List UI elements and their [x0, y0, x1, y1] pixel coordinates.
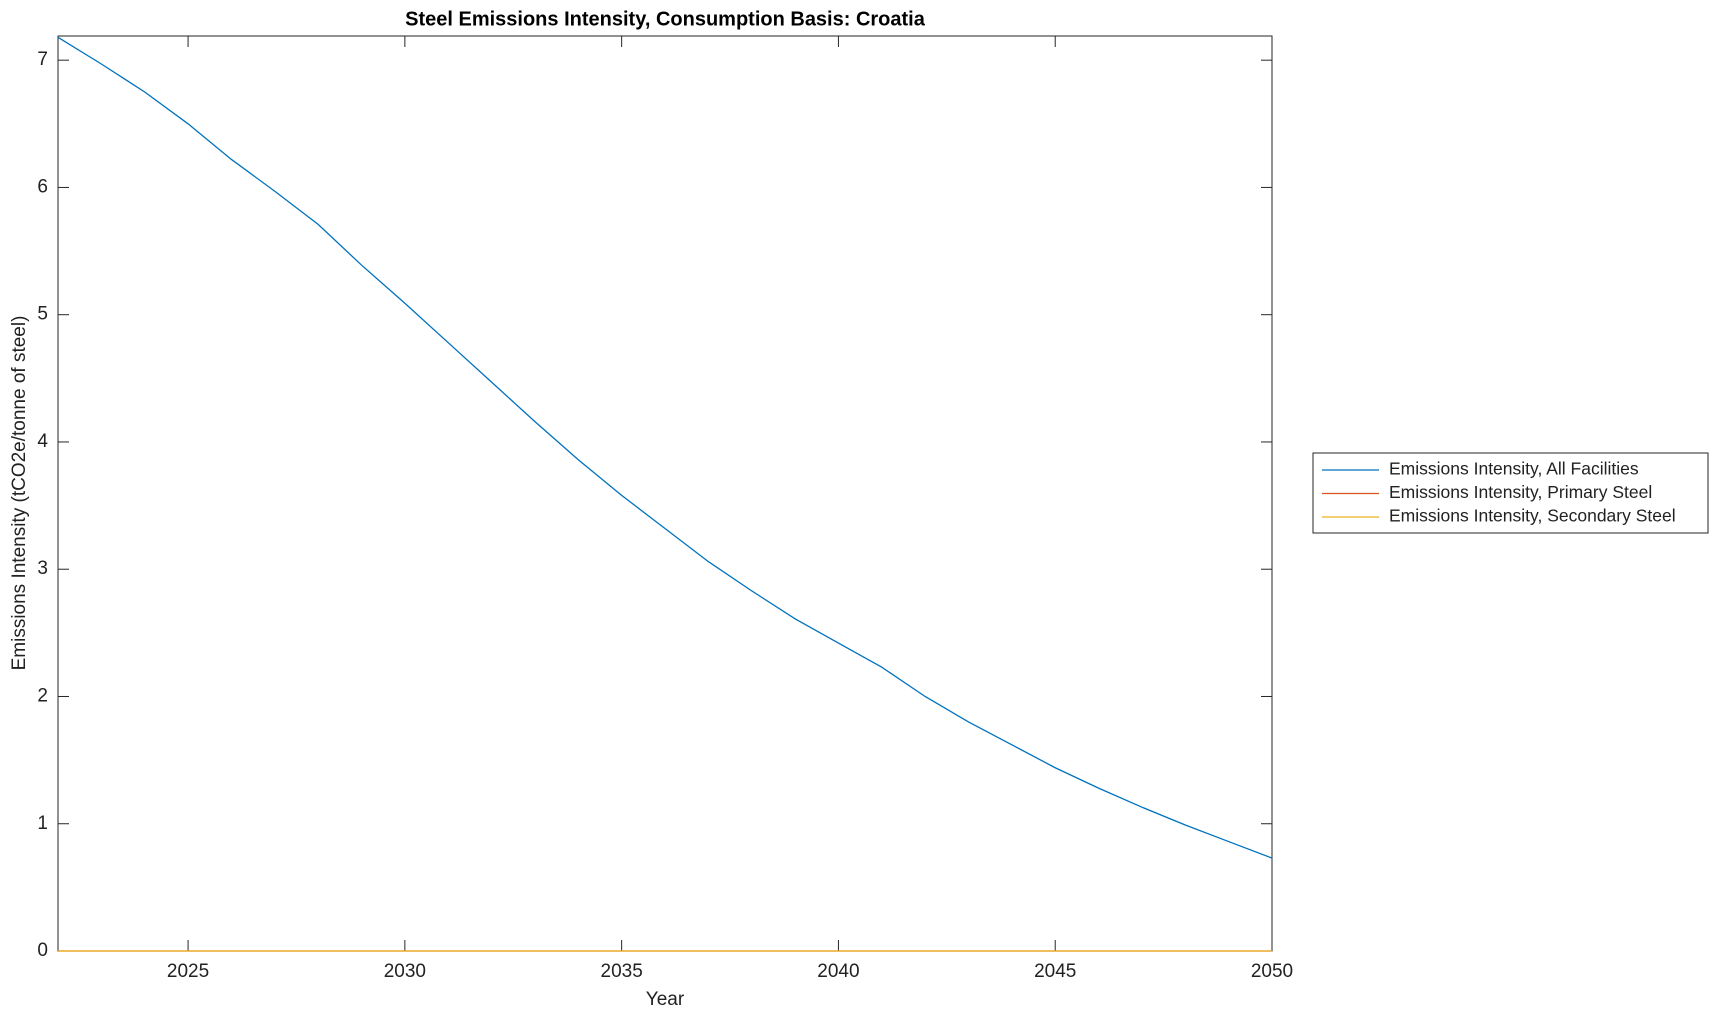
y-tick-label: 1: [37, 813, 48, 834]
x-tick-label: 2045: [1034, 961, 1076, 982]
x-tick-label: 2050: [1251, 961, 1293, 982]
y-tick-label: 6: [37, 176, 48, 197]
y-axis-label: Emissions Intensity (tCO2e/tonne of stee…: [9, 316, 30, 671]
y-tick-label: 3: [37, 558, 48, 579]
y-tick-label: 2: [37, 685, 48, 706]
series-line: [57, 36, 1273, 859]
legend-label: Emissions Intensity, Primary Steel: [1389, 482, 1652, 502]
x-tick-label: 2035: [601, 961, 643, 982]
y-tick-label: 5: [37, 304, 48, 325]
y-tick-label: 7: [37, 49, 48, 70]
y-tick-label: 0: [37, 940, 48, 961]
x-tick-label: 2040: [817, 961, 859, 982]
x-tick-label: 2025: [167, 961, 209, 982]
legend-label: Emissions Intensity, Secondary Steel: [1389, 506, 1676, 526]
plot-area: [57, 35, 1273, 952]
y-tick-label: 4: [37, 431, 48, 452]
x-tick-label: 2030: [384, 961, 426, 982]
legend-label: Emissions Intensity, All Facilities: [1389, 459, 1639, 479]
chart-title: Steel Emissions Intensity, Consumption B…: [405, 8, 926, 30]
x-axis-label: Year: [646, 989, 685, 1010]
